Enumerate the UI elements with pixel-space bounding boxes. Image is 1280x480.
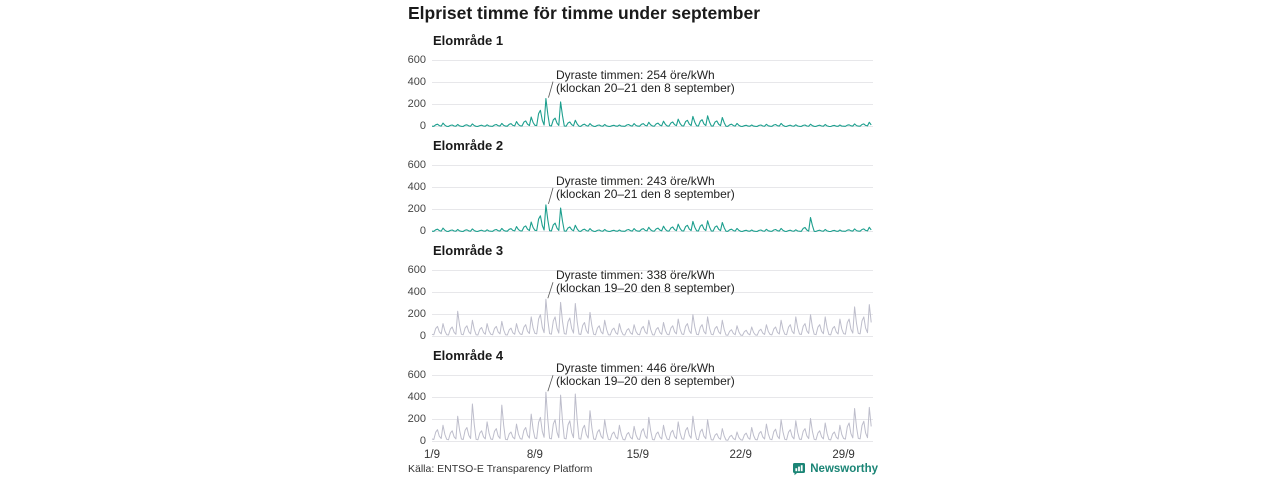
annotation-line1: Dyraste timmen: 446 öre/kWh [556,361,715,376]
gridline [432,60,873,61]
subplot-title: Elområde 4 [433,348,504,363]
annotation-leader-line [548,81,554,98]
peak-annotation: Dyraste timmen: 254 öre/kWh (klockan 20–… [556,67,735,95]
x-tick-label: 22/9 [729,449,752,461]
price-line [431,204,872,233]
brand-name: Newsworthy [810,463,878,475]
annotation-line2: (klockan 19–20 den 8 september) [556,281,735,296]
peak-annotation: Dyraste timmen: 338 öre/kWh (klockan 19–… [556,269,735,295]
gridline [432,397,873,398]
annotation-line2: (klockan 20–21 den 8 september) [556,80,735,95]
peak-annotation: Dyraste timmen: 446 öre/kWh (klockan 19–… [556,362,735,388]
y-tick-label: 400 [407,391,426,403]
y-tick-label: 600 [407,264,426,276]
y-tick-label: 200 [407,203,426,215]
x-tick-label: 15/9 [626,449,649,461]
subplot-elomrade-3: Elområde 3 600 400 200 0 Dyraste timmen:… [400,235,880,342]
source-note: Källa: ENTSO-E Transparency Platform [408,463,593,475]
subplot-elomrade-1: Elområde 1 600 400 200 0 Dyraste timmen:… [400,25,880,132]
annotation-line2: (klockan 20–21 den 8 september) [556,186,735,201]
charts-container: Elområde 1 600 400 200 0 Dyraste timmen:… [400,25,880,465]
price-line [431,98,872,128]
annotation-line1: Dyraste timmen: 338 öre/kWh [556,268,715,283]
x-tick-label: 1/9 [424,449,440,461]
gridline [432,292,873,293]
price-line [431,298,872,336]
gridline [432,82,873,83]
plot-area: 600 400 200 0 Dyraste timmen: 338 öre/kW… [408,264,873,342]
y-tick-label: 0 [419,120,426,132]
plot-area: 600 400 200 0 Dyraste timmen: 254 öre/kW… [408,54,873,132]
gridline [432,314,873,315]
y-tick-label: 200 [407,98,426,110]
figure: Elpriset timme för timme under september… [400,0,880,480]
annotation-line1: Dyraste timmen: 243 öre/kWh [556,173,715,188]
gridline [432,419,873,420]
annotation-leader-line [547,282,554,299]
gridline [432,209,873,210]
annotation-leader-line [547,375,554,392]
y-tick-label: 400 [407,181,426,193]
subplot-title: Elområde 1 [433,33,504,48]
y-tick-label: 400 [407,286,426,298]
y-tick-label: 0 [419,330,426,342]
x-tick-label: 8/9 [526,449,543,461]
annotation-line2: (klockan 19–20 den 8 september) [556,374,735,389]
gridline [432,336,873,337]
subplot-title: Elområde 2 [433,138,504,153]
gridline [432,270,873,271]
y-tick-label: 400 [407,76,426,88]
y-tick-label: 600 [407,159,426,171]
subplot-elomrade-2: Elområde 2 600 400 200 0 Dyraste timmen:… [400,130,880,237]
gridline [432,104,873,105]
gridline [432,187,873,188]
subplot-elomrade-4: Elområde 4 600 400 200 0 Dyraste timmen:… [400,340,880,447]
chart-title: Elpriset timme för timme under september [408,3,761,23]
x-axis: 1/9 8/9 15/9 22/9 29/9 [424,449,873,465]
newsworthy-brand: Newsworthy [792,462,878,476]
annotation-line1: Dyraste timmen: 254 öre/kWh [556,67,715,82]
y-tick-label: 600 [407,369,426,381]
x-tick-label: 29/9 [832,449,855,461]
y-tick-label: 200 [407,308,426,320]
annotation-leader-line [548,187,554,204]
bar-chart-bubble-icon [793,463,806,476]
y-tick-label: 0 [419,225,426,237]
price-line-chart [431,81,872,128]
subplot-title: Elområde 3 [433,243,504,258]
price-line-chart [431,282,872,336]
gridline [432,375,873,376]
price-line-chart [431,187,872,233]
price-line-chart [431,375,872,441]
gridline [432,165,873,166]
footer: Källa: ENTSO-E Transparency Platform New… [408,462,878,476]
y-tick-label: 600 [407,54,426,66]
y-tick-label: 200 [407,413,426,425]
gridline [432,441,873,442]
plot-area: 600 400 200 0 Dyraste timmen: 243 öre/kW… [408,159,873,237]
price-line [431,391,872,441]
peak-annotation: Dyraste timmen: 243 öre/kWh (klockan 20–… [556,173,735,201]
y-tick-label: 0 [419,435,426,447]
plot-area: 600 400 200 0 Dyraste timmen: 446 öre/kW… [408,362,873,447]
